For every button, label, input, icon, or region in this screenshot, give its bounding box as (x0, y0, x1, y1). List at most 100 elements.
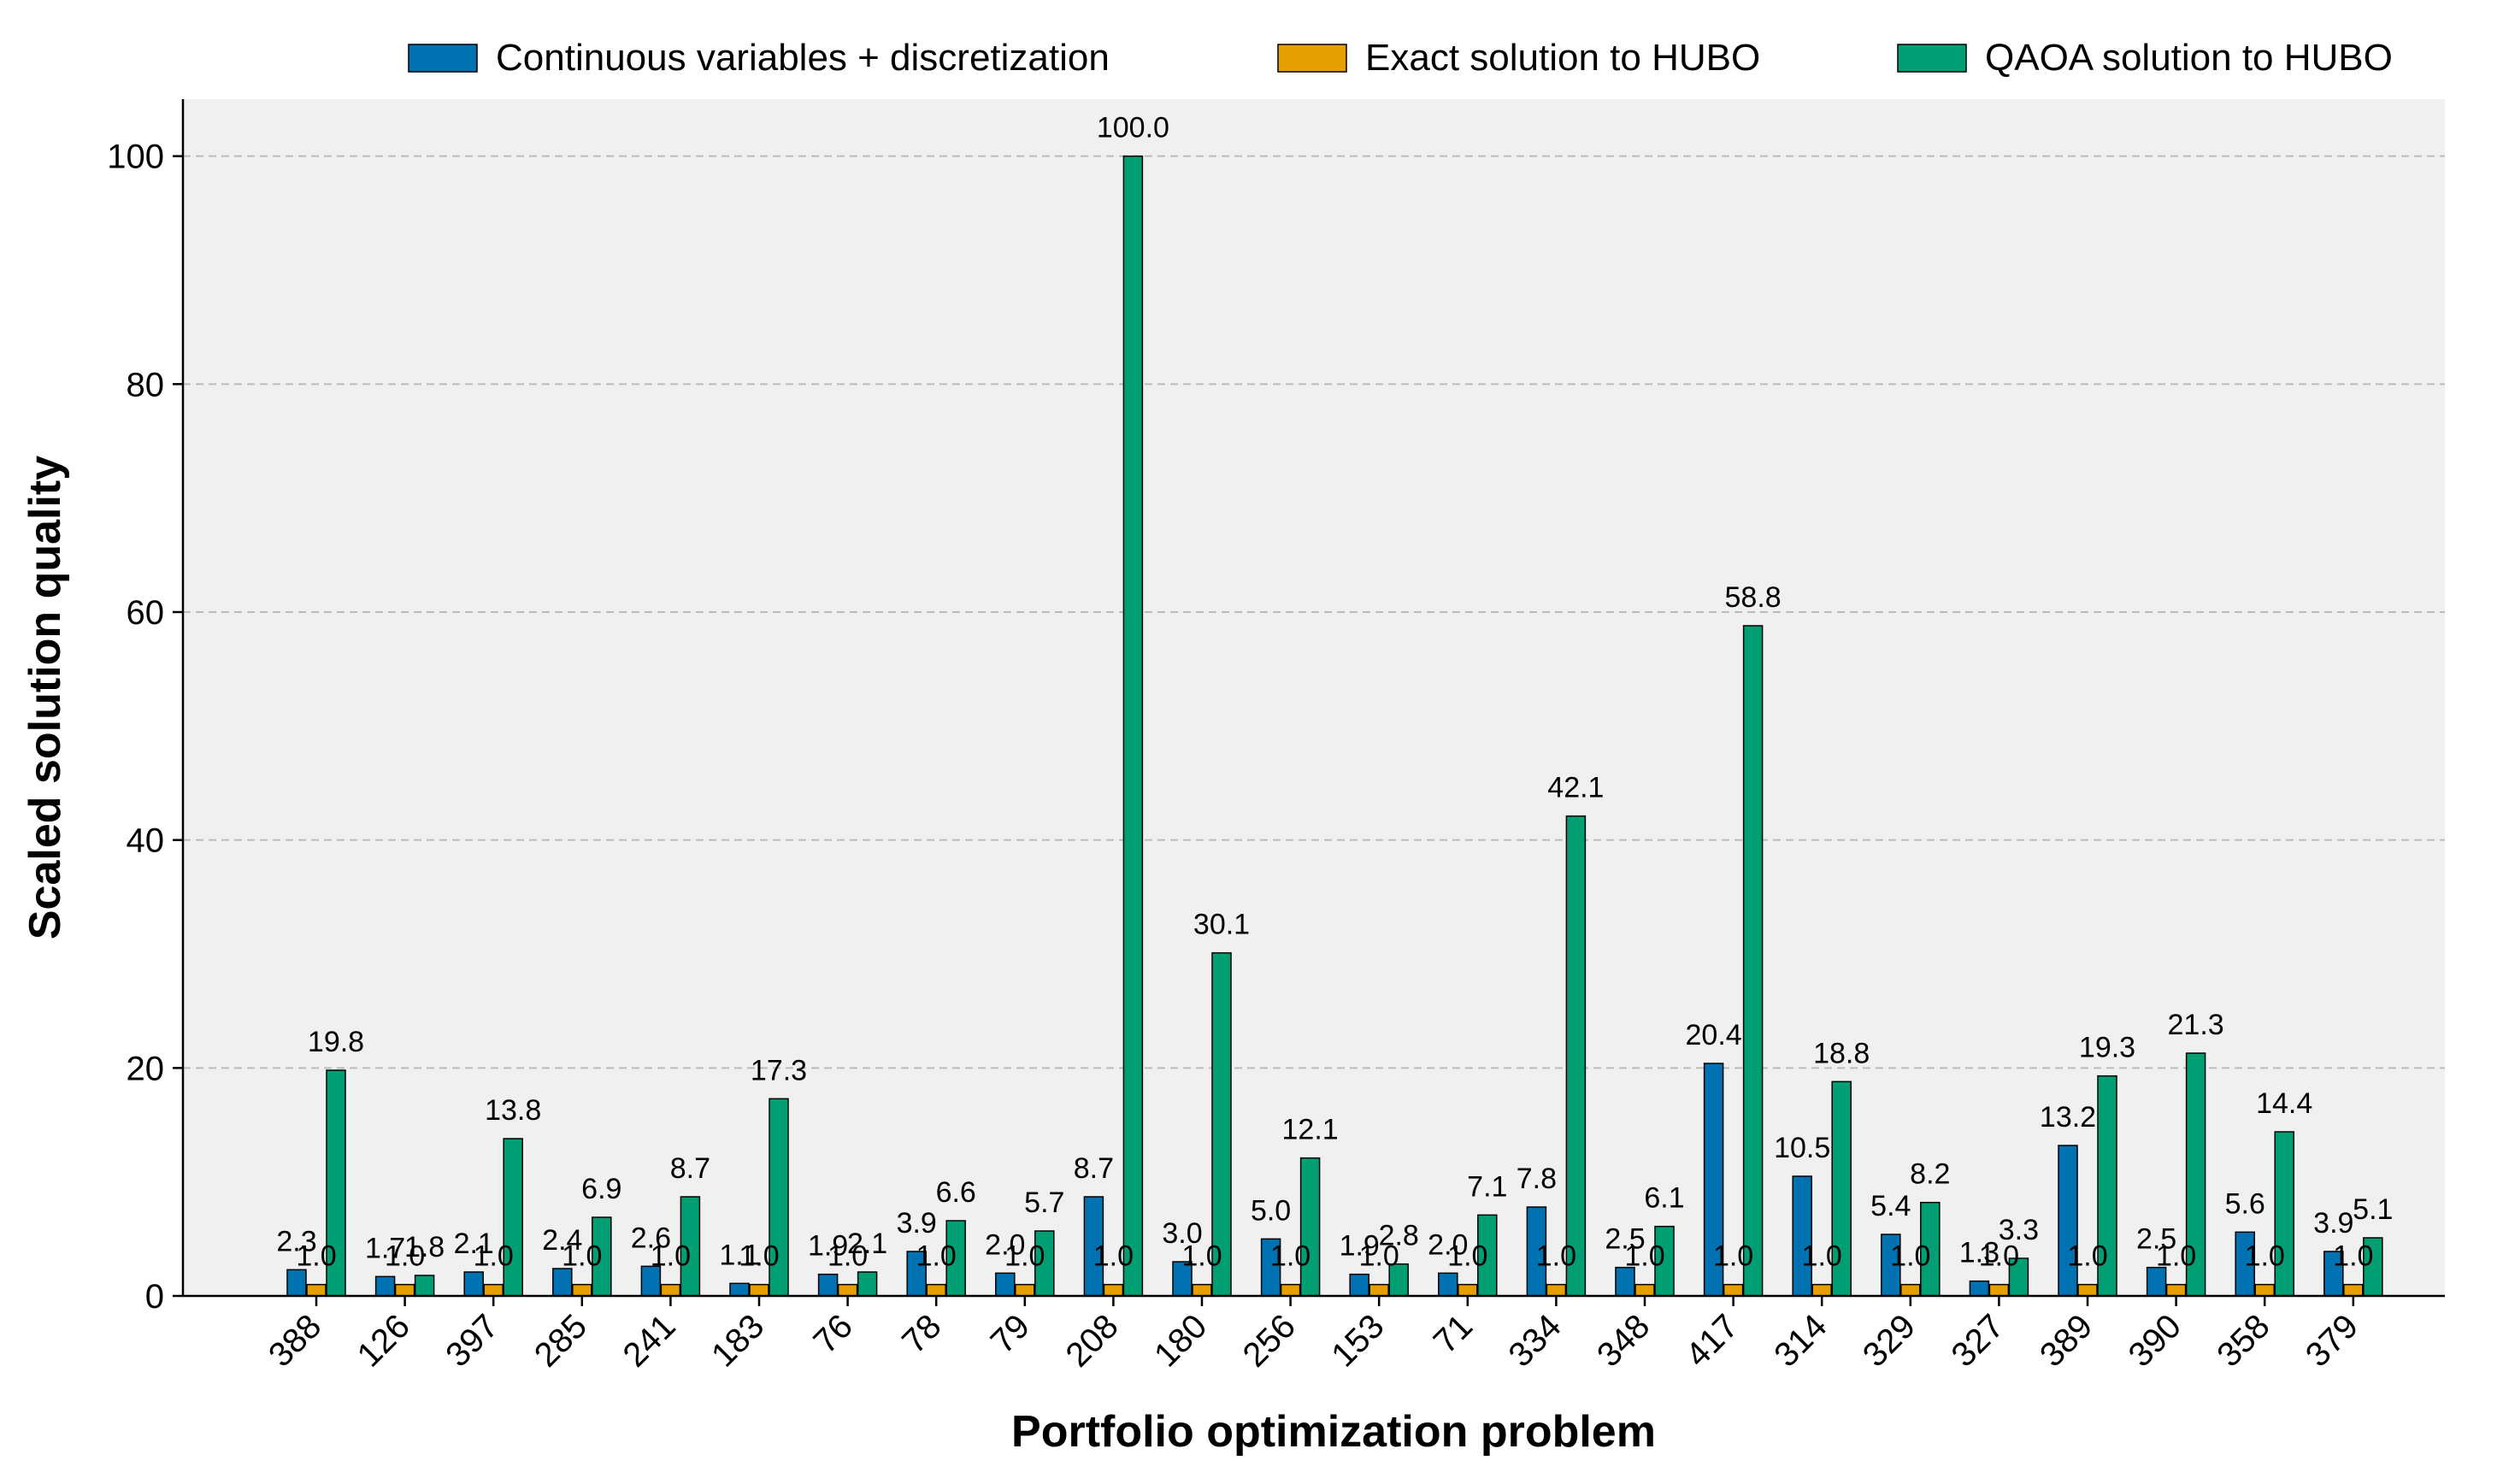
bar (837, 1283, 858, 1297)
bar (857, 1271, 878, 1297)
bar-value-label: 1.0 (1890, 1240, 1930, 1273)
bar-value-label: 2.4 (542, 1224, 582, 1257)
bar-value-label: 1.0 (296, 1240, 336, 1273)
legend: Continuous variables + discretization Exa… (408, 37, 2393, 79)
bar-value-label: 100.0 (1097, 112, 1169, 144)
y-axis-title: Scaled solution quality (21, 456, 70, 939)
bar-value-label: 1.0 (474, 1240, 514, 1273)
bar-value-label: 1.0 (916, 1240, 957, 1273)
legend-label: Continuous variables + discretization (496, 37, 1110, 79)
grid-lines (183, 155, 2445, 1069)
y-tick-label: 0 (145, 1278, 164, 1316)
bar (1280, 1283, 1301, 1297)
bar-value-label: 1.0 (1447, 1240, 1487, 1273)
bar (2077, 1283, 2098, 1297)
bar-value-label: 1.0 (2245, 1240, 2285, 1273)
bar-value-label: 1.0 (1624, 1240, 1664, 1273)
bar-value-label: 1.0 (385, 1240, 425, 1273)
bar-value-label: 1.3 (1959, 1237, 2000, 1269)
x-tick-label: 71 (1427, 1307, 1481, 1361)
bar-value-label: 18.8 (1813, 1037, 1870, 1069)
bar-value-label: 2.1 (454, 1228, 494, 1260)
bar-value-label: 1.0 (1536, 1240, 1576, 1273)
legend-swatch (1897, 44, 1967, 73)
bar (463, 1271, 484, 1297)
x-tick-label: 78 (895, 1307, 949, 1361)
bar-value-label: 14.4 (2256, 1087, 2312, 1120)
y-tick-label: 80 (127, 366, 165, 403)
bar-value-label: 6.9 (581, 1173, 621, 1205)
bar (1811, 1283, 1832, 1297)
bar-value-label: 8.2 (1910, 1158, 1950, 1191)
bar-value-label: 13.2 (2040, 1101, 2096, 1134)
bar-value-label: 1.0 (1359, 1240, 1399, 1273)
bar-value-label: 8.7 (1074, 1152, 1114, 1185)
bar-value-label: 1.0 (2156, 1240, 2196, 1273)
y-tick-label: 20 (127, 1050, 165, 1087)
x-tick-label: 389 (2033, 1307, 2100, 1374)
bar-value-label: 2.1 (847, 1228, 887, 1260)
x-tick-label: 76 (806, 1307, 860, 1361)
bar-value-label: 2.0 (1428, 1228, 1468, 1261)
y-tick-label: 60 (127, 594, 165, 632)
bar (414, 1275, 435, 1297)
bar-value-label: 19.3 (2079, 1032, 2135, 1064)
bar-value-label: 1.0 (1802, 1240, 1842, 1273)
bar-value-label: 7.8 (1517, 1163, 1557, 1195)
bar-value-label: 2.3 (276, 1225, 316, 1257)
x-tick-label: 314 (1767, 1307, 1834, 1374)
bar (1969, 1280, 1990, 1297)
bar (1122, 155, 1144, 1297)
bar (2254, 1283, 2275, 1297)
bar-value-label: 17.3 (751, 1054, 807, 1086)
bar-value-label: 5.7 (1024, 1187, 1064, 1219)
bar-value-label: 1.0 (739, 1240, 779, 1273)
bar-value-label: 6.6 (936, 1176, 976, 1209)
bar-value-label: 3.9 (897, 1207, 937, 1240)
x-ticks: 388 126 397 285 241 183 76 78 79 208 180 256 153 71 33… (262, 1296, 2365, 1375)
bar-value-label: 19.8 (308, 1026, 364, 1058)
bar-value-label: 5.6 (2225, 1187, 2265, 1220)
bar-value-label: 1.0 (562, 1240, 602, 1273)
bar (926, 1283, 946, 1297)
y-tick-label: 100 (107, 138, 164, 176)
bar-value-label: 3.3 (1999, 1214, 2039, 1246)
bar (1792, 1175, 1812, 1297)
bar (1299, 1157, 1321, 1297)
bar-value-label: 58.8 (1725, 581, 1782, 614)
x-tick-label: 208 (1058, 1307, 1125, 1374)
x-tick-label: 180 (1147, 1307, 1214, 1374)
bar-value-label: 1.0 (2067, 1240, 2107, 1273)
bar (572, 1283, 592, 1297)
bar (1565, 815, 1587, 1297)
axes (181, 99, 2445, 1298)
bar (1742, 625, 1764, 1297)
bar-value-label: 2.5 (1605, 1223, 1645, 1256)
bar-value-label: 20.4 (1686, 1019, 1742, 1051)
bar (1015, 1283, 1035, 1297)
bar (1723, 1283, 1744, 1297)
bar (1988, 1283, 2010, 1297)
bar-value-label: 2.6 (631, 1222, 671, 1254)
bar (1438, 1272, 1458, 1297)
bar (394, 1283, 415, 1297)
x-tick-label: 153 (1324, 1307, 1391, 1374)
bar-value-label: 1.0 (1270, 1240, 1310, 1273)
bar (1369, 1283, 1389, 1297)
bar-value-label: 1.0 (2333, 1240, 2373, 1273)
bar (1458, 1283, 1478, 1297)
bar-value-label: 5.0 (1251, 1194, 1291, 1227)
bar-value-label: 2.8 (1379, 1220, 1419, 1252)
x-tick-label: 379 (2299, 1307, 2365, 1374)
x-tick-label: 241 (615, 1307, 682, 1374)
bar (1192, 1283, 1212, 1297)
bar-value-label: 12.1 (1282, 1114, 1339, 1146)
bar (286, 1269, 307, 1297)
plot-background (183, 99, 2445, 1296)
x-tick-label: 358 (2210, 1307, 2276, 1374)
legend-label: Exact solution to HUBO (1365, 37, 1760, 79)
bar-value-label: 2.5 (2136, 1223, 2176, 1256)
bar-value-label: 1.0 (1979, 1240, 2019, 1273)
bar (2058, 1145, 2078, 1297)
bar-value-label: 1.0 (1093, 1240, 1134, 1273)
